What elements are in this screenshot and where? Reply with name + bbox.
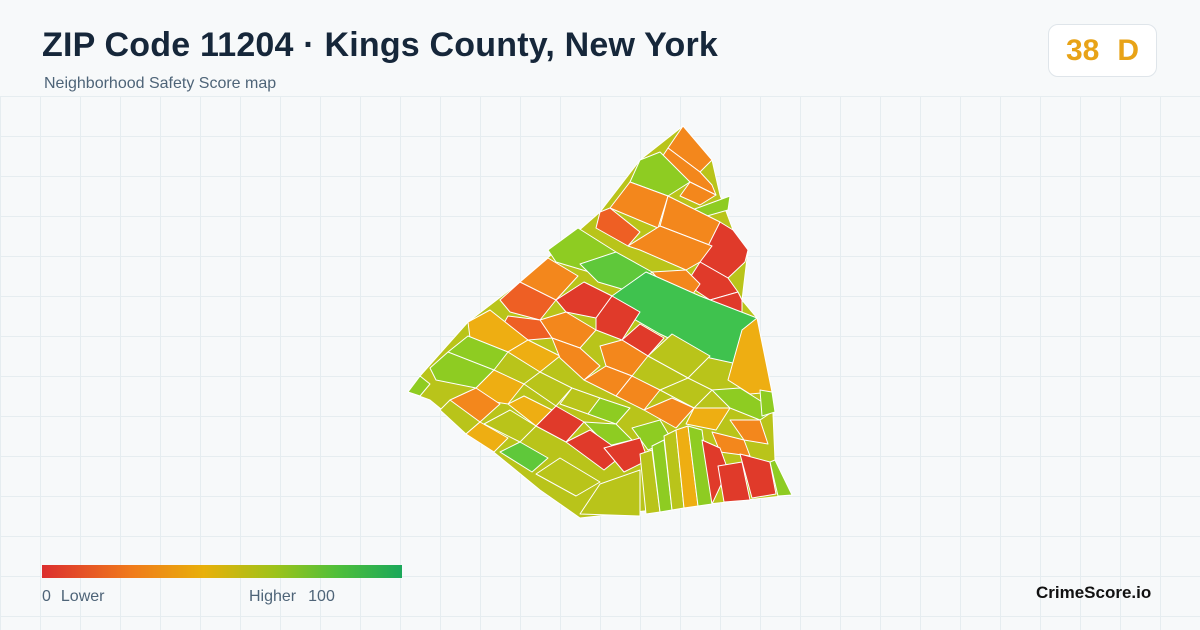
page-subtitle: Neighborhood Safety Score map bbox=[44, 75, 277, 92]
map-tract bbox=[599, 339, 649, 377]
map-tract bbox=[729, 419, 769, 445]
score-value: 38 bbox=[1065, 33, 1100, 67]
map-tract bbox=[595, 207, 641, 247]
legend-max-value: 100 bbox=[308, 588, 335, 605]
legend-min-label: Lower bbox=[60, 588, 105, 605]
map-tract bbox=[535, 457, 601, 497]
legend-min-value: 0 bbox=[42, 588, 51, 605]
map-tract bbox=[595, 295, 641, 341]
map-tract bbox=[551, 337, 601, 381]
map-tract bbox=[647, 333, 711, 379]
legend-gradient-bar bbox=[42, 565, 402, 578]
header: ZIP Code 11204 · Kings County, New York … bbox=[0, 0, 1200, 96]
map-tract bbox=[499, 281, 557, 321]
map-tract bbox=[627, 225, 713, 271]
brand-logo-text: CrimeScore.io bbox=[1036, 583, 1152, 602]
map-tract bbox=[465, 421, 509, 453]
map-tract bbox=[499, 441, 549, 473]
map-tract bbox=[685, 407, 731, 431]
map-tract bbox=[769, 459, 793, 497]
map-tract bbox=[711, 387, 776, 421]
safety-score-badge: 38 D bbox=[1048, 24, 1157, 77]
map-tract bbox=[711, 431, 751, 457]
map-tract bbox=[629, 151, 691, 197]
map-tract bbox=[579, 469, 641, 517]
page-title: ZIP Code 11204 · Kings County, New York bbox=[42, 26, 719, 64]
legend-low-label: 0 Lower bbox=[42, 588, 104, 606]
map-tract bbox=[739, 453, 777, 499]
map-tract bbox=[717, 461, 751, 503]
map-tract bbox=[407, 375, 431, 397]
score-grade: D bbox=[1117, 33, 1140, 67]
map-tract bbox=[679, 181, 717, 206]
legend-high-label: Higher 100 bbox=[249, 588, 335, 606]
legend-max-label: Higher bbox=[249, 588, 297, 605]
map-tract bbox=[759, 389, 776, 417]
